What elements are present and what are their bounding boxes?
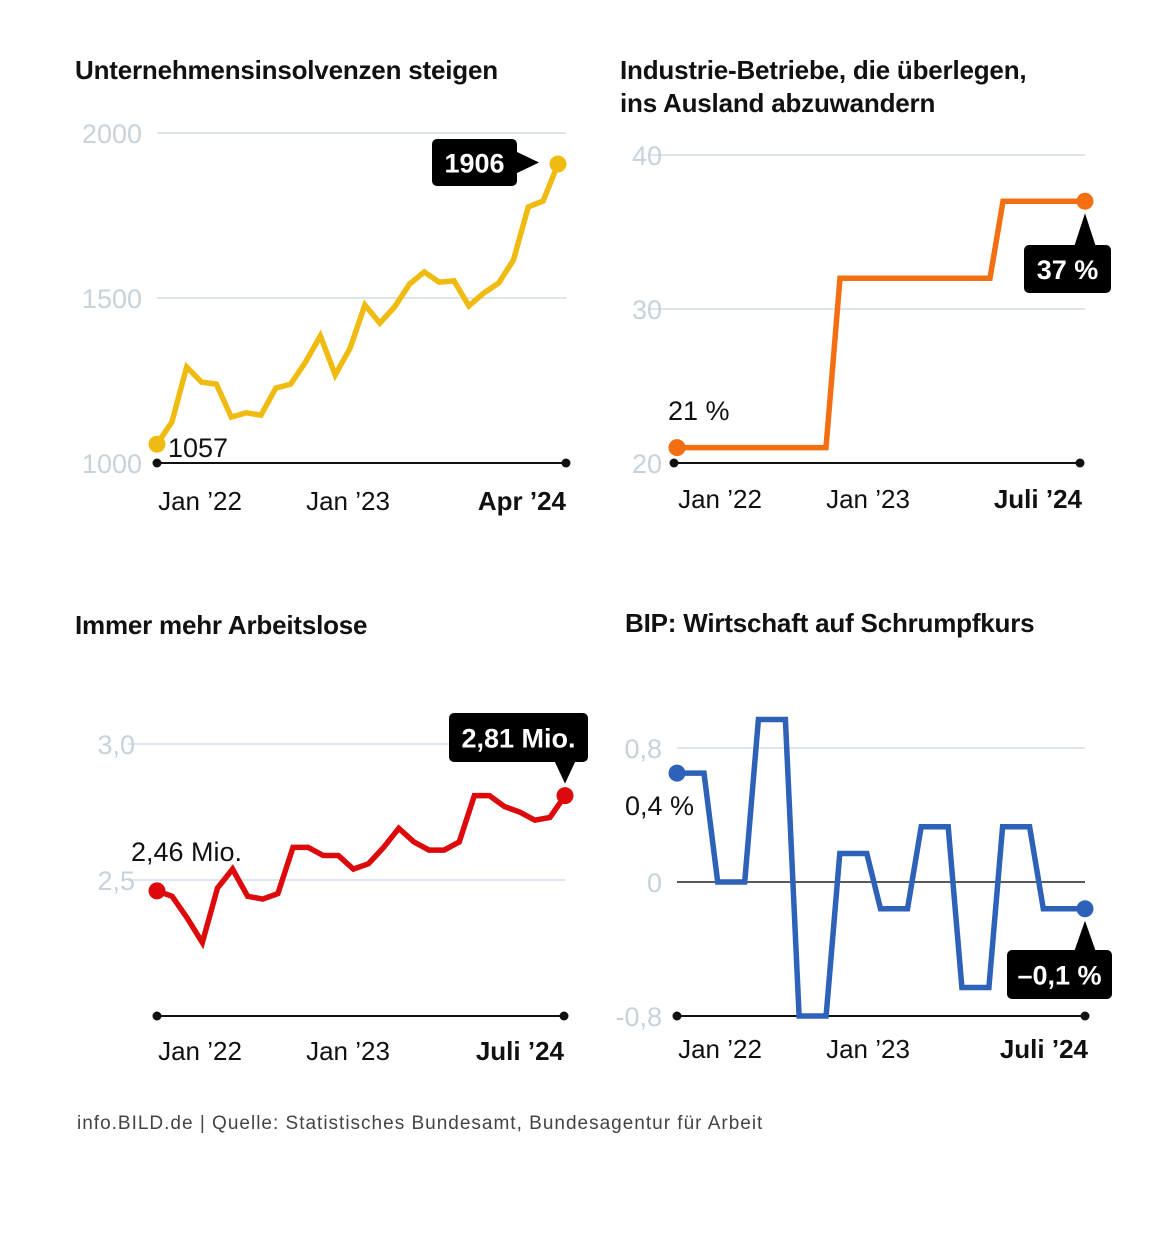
- chart3-title: Immer mehr Arbeitslose: [75, 610, 368, 640]
- chart3-start-label: 2,46 Mio.: [131, 837, 242, 867]
- chart1-title: Unternehmensinsolvenzen steigen: [75, 55, 498, 85]
- source-footer: info.BILD.de | Quelle: Statistisches Bun…: [77, 1113, 764, 1134]
- chart2-baseline-dot: [1075, 458, 1085, 468]
- chart3-xtick-label: Jan ’23: [306, 1036, 390, 1066]
- chart3-xtick-label: Juli ’24: [476, 1036, 565, 1066]
- chart2-callout-box: [1024, 245, 1111, 293]
- chart1-ytick-label: 1000: [82, 449, 142, 479]
- chart2-title-line2: ins Ausland abzuwandern: [620, 88, 936, 118]
- chart3-baseline-dot: [152, 1011, 162, 1021]
- chart1-xtick-label: Jan ’23: [306, 486, 390, 516]
- chart4-ytick-label: 0,8: [624, 734, 662, 764]
- chart4-end-point: [1076, 900, 1094, 918]
- chart3-start-point: [148, 882, 166, 900]
- chart2-end-label: 37 %: [1037, 255, 1099, 285]
- chart1-baseline-dot: [561, 458, 571, 468]
- chart3-baseline-dot: [559, 1011, 569, 1021]
- chart4-xtick-label: Jan ’23: [826, 1034, 910, 1064]
- chart1-ytick-label: 1500: [82, 284, 142, 314]
- chart4-start-label: 0,4 %: [625, 791, 694, 821]
- chart1-baseline-dot: [152, 458, 162, 468]
- chart2-title-line1: Industrie-Betriebe, die überlegen,: [620, 55, 1027, 85]
- chart4-xtick-label: Juli ’24: [1000, 1034, 1089, 1064]
- chart2-end-point: [1076, 192, 1094, 210]
- chart4-baseline-dot: [1080, 1011, 1090, 1021]
- chart3-callout-box: [449, 713, 588, 762]
- chart4-start-point: [668, 764, 686, 782]
- chart4-callout-box: [1007, 950, 1112, 999]
- chart2-xtick-label: Jan ’23: [826, 484, 910, 514]
- chart4-end-label: –0,1 %: [1017, 961, 1101, 991]
- chart3-xtick-label: Jan ’22: [158, 1036, 242, 1066]
- chart3-series-line: [156, 792, 568, 950]
- chart2-start-label: 21 %: [668, 396, 730, 426]
- chart2-callout-pointer: [1074, 213, 1096, 247]
- chart3-end-point: [556, 787, 574, 805]
- chart1-callout-pointer: [515, 151, 539, 174]
- chart3-end-label: 2,81 Mio.: [461, 724, 575, 754]
- chart4-title: BIP: Wirtschaft auf Schrumpfkurs: [625, 608, 1035, 638]
- chart4-xtick-label: Jan ’22: [678, 1034, 762, 1064]
- chart4-baseline-dot: [672, 1011, 682, 1021]
- chart3-ytick-label: 3,0: [97, 730, 135, 760]
- chart2-ytick-label: 40: [632, 141, 662, 171]
- chart2-xtick-label: Juli ’24: [994, 484, 1083, 514]
- chart2-ytick-label: 20: [632, 449, 662, 479]
- chart4-series-line: [677, 716, 1085, 1019]
- chart1-end-point: [549, 155, 567, 173]
- chart3-ytick-label: 2,5: [97, 866, 135, 896]
- chart2-baseline-dot: [669, 458, 679, 468]
- chart1-xtick-label: Apr ’24: [478, 486, 567, 516]
- chart2-title: Industrie-Betriebe, die überlegen, ins A…: [620, 54, 1027, 120]
- chart1-start-point: [148, 435, 166, 453]
- chart2-xtick-label: Jan ’22: [678, 484, 762, 514]
- chart1-callout-box: [432, 139, 517, 186]
- chart1-series-line: [154, 162, 561, 446]
- chart1-end-label: 1906: [444, 149, 504, 179]
- chart1-ytick-label: 2000: [82, 119, 142, 149]
- chart2-start-point: [668, 439, 686, 457]
- chart1-xtick-label: Jan ’22: [158, 486, 242, 516]
- chart1-start-label: 1057: [168, 433, 228, 463]
- chart3-callout-pointer: [554, 760, 576, 784]
- chart4-callout-pointer: [1074, 920, 1096, 952]
- chart4-ytick-label: 0: [647, 868, 662, 898]
- chart4-ytick-label: -0,8: [615, 1002, 662, 1032]
- chart2-ytick-label: 30: [632, 295, 662, 325]
- chart2-series-line: [677, 198, 1085, 451]
